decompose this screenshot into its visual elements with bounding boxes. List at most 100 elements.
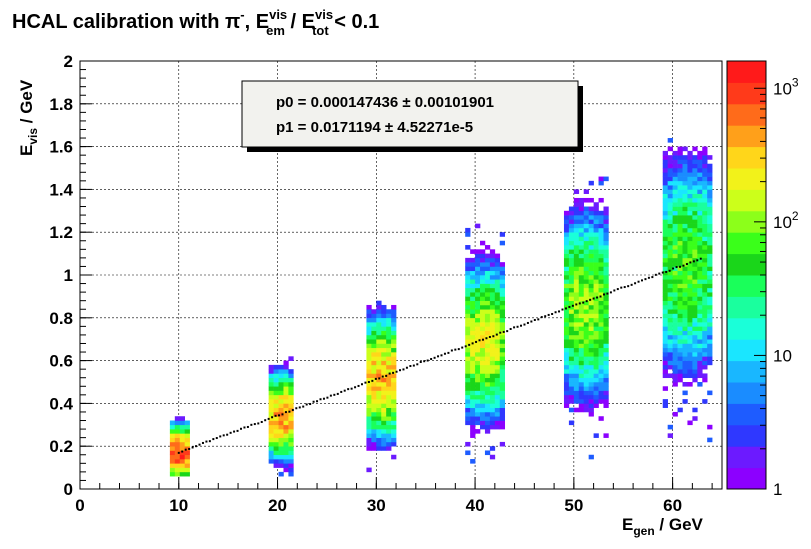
heatmap-cell	[288, 416, 294, 421]
heatmap-cell	[677, 313, 683, 319]
heatmap-cell	[489, 352, 496, 357]
heatmap-cell	[386, 322, 392, 327]
heatmap-cell	[366, 437, 372, 443]
heatmap-cell	[475, 394, 481, 400]
heatmap-cell	[499, 300, 506, 306]
heatmap-cell	[470, 433, 476, 438]
heatmap-cell	[593, 373, 599, 379]
heatmap-cell	[573, 339, 580, 344]
heatmap-cell	[667, 352, 673, 357]
heatmap-cell	[682, 347, 688, 353]
heatmap-cell	[692, 163, 698, 169]
heatmap-cell	[603, 334, 609, 340]
heatmap-cell	[692, 197, 698, 203]
heatmap-cell	[697, 343, 703, 349]
heatmap-cell	[593, 270, 599, 276]
fit-point	[364, 381, 367, 384]
heatmap-cell	[381, 433, 387, 438]
heatmap-cell	[573, 219, 580, 224]
heatmap-cell	[366, 390, 372, 396]
heatmap-cell	[588, 240, 594, 246]
heatmap-cell	[662, 296, 668, 301]
heatmap-cell	[494, 279, 501, 284]
heatmap-cell	[288, 377, 294, 383]
heatmap-cell	[179, 471, 185, 477]
heatmap-cell	[563, 330, 570, 336]
heatmap-cell	[288, 446, 294, 451]
heatmap-cell	[499, 356, 506, 361]
heatmap-cell	[697, 292, 703, 297]
heatmap-cell	[672, 232, 678, 237]
heatmap-cell	[475, 420, 481, 426]
heatmap-cell	[568, 270, 575, 276]
heatmap-cell	[470, 416, 476, 421]
heatmap-cell	[677, 360, 683, 366]
heatmap-cell	[702, 309, 708, 314]
fit-point	[682, 264, 685, 267]
heatmap-cell	[573, 202, 580, 207]
heatmap-cell	[593, 330, 599, 336]
fit-point	[675, 266, 678, 269]
heatmap-cell	[588, 309, 594, 314]
heatmap-cell	[179, 463, 185, 468]
heatmap-cell	[682, 215, 688, 220]
title-tot-sup: vis	[315, 7, 333, 22]
heatmap-cell	[573, 206, 580, 212]
heatmap-cell	[583, 364, 589, 370]
fit-point	[284, 411, 287, 414]
heatmap-cell	[563, 240, 570, 246]
heatmap-cell	[598, 257, 604, 263]
heatmap-cell	[667, 163, 673, 169]
heatmap-cell	[697, 219, 703, 224]
heatmap-cell	[470, 275, 476, 280]
heatmap-cell	[687, 253, 693, 259]
heatmap-cell	[687, 356, 693, 361]
heatmap-cell	[494, 352, 501, 357]
heatmap-cell	[273, 420, 279, 426]
heatmap-cell	[697, 253, 703, 259]
heatmap-cell	[268, 399, 274, 404]
heatmap-cell	[366, 394, 372, 400]
heatmap-cell	[381, 326, 387, 331]
heatmap-cell	[484, 364, 491, 370]
heatmap-cell	[366, 304, 372, 310]
heatmap-cell	[484, 262, 491, 267]
heatmap-cell	[667, 227, 673, 233]
fit-point	[288, 410, 291, 413]
heatmap-cell	[376, 420, 382, 426]
heatmap-cell	[480, 352, 486, 357]
fit-point	[592, 297, 595, 300]
heatmap-cell	[692, 236, 698, 242]
heatmap-cell	[682, 270, 688, 276]
heatmap-cell	[598, 296, 604, 301]
fit-point	[561, 308, 564, 311]
heatmap-cell	[588, 215, 594, 220]
heatmap-cell	[494, 253, 501, 259]
heatmap-cell	[593, 352, 599, 357]
heatmap-cell	[593, 394, 599, 400]
heatmap-cell	[470, 330, 476, 336]
heatmap-cell	[667, 347, 673, 353]
heatmap-cell	[386, 441, 392, 447]
heatmap-cell	[563, 309, 570, 314]
heatmap-cell	[283, 467, 289, 473]
heatmap-cell	[707, 197, 713, 203]
fit-point	[236, 429, 239, 432]
heatmap-cell	[702, 279, 708, 284]
heatmap-cell	[179, 416, 185, 421]
heatmap-cell	[583, 403, 589, 408]
fit-point	[226, 433, 229, 436]
heatmap-cell	[588, 210, 594, 216]
heatmap-cell	[583, 215, 589, 220]
heatmap-cell	[366, 420, 372, 426]
heatmap-cell	[667, 296, 673, 301]
heatmap-cell	[697, 245, 703, 250]
heatmap-cell	[598, 317, 604, 323]
heatmap-cell	[662, 240, 668, 246]
heatmap-cell	[273, 373, 279, 379]
heatmap-cell	[687, 150, 693, 156]
heatmap-cell	[692, 330, 698, 336]
heatmap-cell	[288, 394, 294, 400]
heatmap-cell	[366, 373, 372, 379]
heatmap-cell	[672, 360, 678, 366]
